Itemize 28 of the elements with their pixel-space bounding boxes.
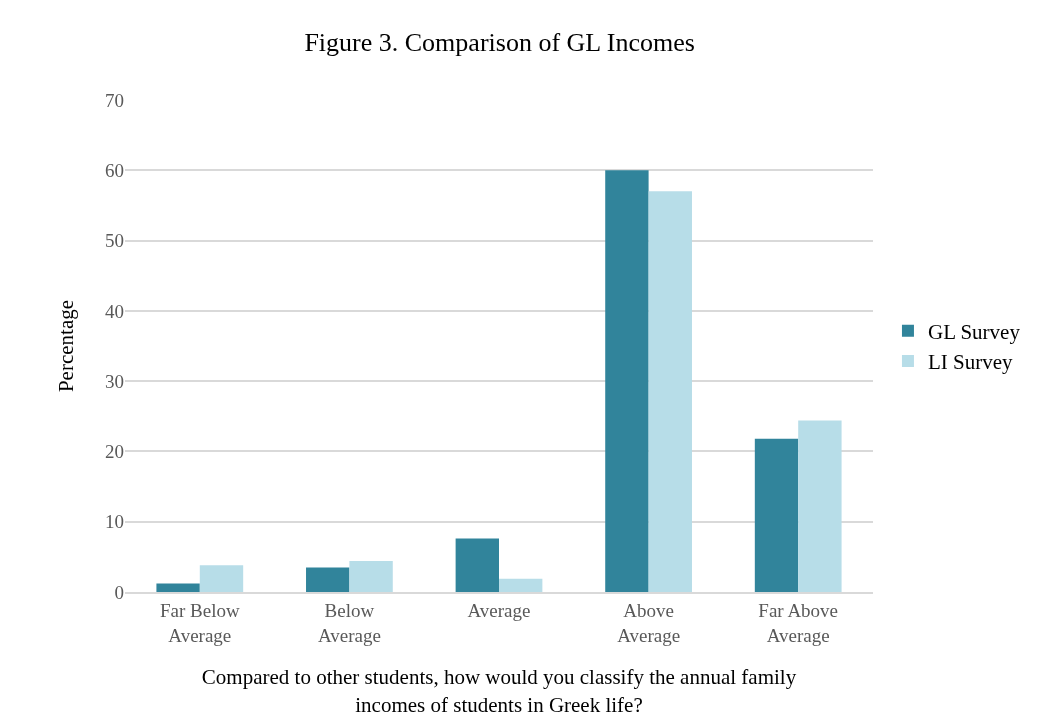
bar <box>199 565 244 592</box>
y-tick-label: 40 <box>105 300 124 322</box>
y-tick-label: 30 <box>105 370 124 392</box>
x-tick-label: Far Below Average <box>159 599 240 646</box>
bar <box>798 420 842 592</box>
y-tick-label: 10 <box>105 511 124 533</box>
bar <box>156 583 200 592</box>
bar <box>455 538 499 592</box>
y-tick-label: 60 <box>105 159 124 181</box>
legend-label: LI Survey <box>927 350 1014 375</box>
y-tick-label: 0 <box>114 581 124 603</box>
bar <box>306 567 350 592</box>
bar <box>349 561 393 592</box>
y-tick-label: 20 <box>105 441 124 463</box>
y-tick-label: 50 <box>105 230 124 252</box>
x-tick-label: Average <box>467 599 531 621</box>
bar <box>499 578 543 592</box>
x-tick-label: Above Average <box>617 599 681 646</box>
x-tick-label: Below Average <box>317 599 381 646</box>
y-axis-title: Percentage <box>54 299 79 393</box>
x-axis-title: Compared to other students, how would you classify the annual family incomes of students in Greek life? <box>201 665 797 717</box>
x-tick-label: Far Above Average <box>758 599 839 646</box>
y-tick-label: 70 <box>105 89 124 111</box>
bar <box>605 170 649 592</box>
bar <box>648 191 692 592</box>
bar <box>754 438 799 592</box>
legend-label: GL Survey <box>927 319 1021 344</box>
chart-title: Figure 3. Comparison of GL Incomes <box>304 27 695 57</box>
